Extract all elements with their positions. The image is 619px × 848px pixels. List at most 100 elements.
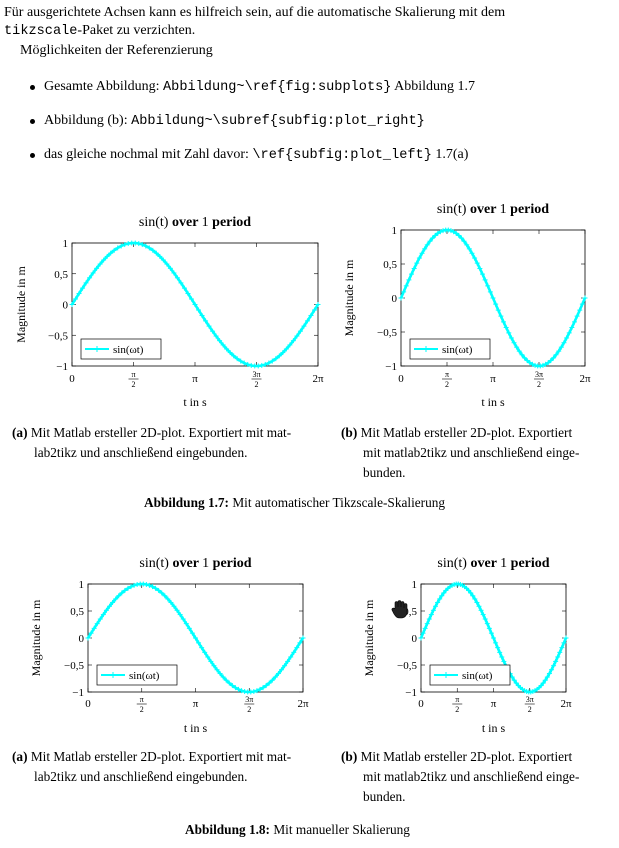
data-point <box>468 590 474 596</box>
data-point <box>456 232 462 238</box>
data-point <box>543 361 549 367</box>
data-point <box>282 663 288 669</box>
data-point <box>579 301 585 307</box>
data-point <box>171 270 177 276</box>
data-point <box>406 277 412 283</box>
plot-title: sin(t) over 1 period <box>437 556 549 571</box>
data-point <box>416 255 422 261</box>
tick-numerator: π <box>140 695 144 704</box>
data-point <box>101 257 107 263</box>
data-point <box>97 261 103 267</box>
intro-line-1: Für ausgerichtete Achsen kann es hilfrei… <box>4 5 506 20</box>
data-point <box>561 340 567 346</box>
data-point <box>269 358 275 364</box>
x-tick-label: 3π2 <box>244 695 255 714</box>
data-point <box>294 333 300 339</box>
data-point <box>553 658 559 664</box>
intro-line-2: tikzscale-Paket zu verzichten. <box>4 23 195 40</box>
data-point <box>205 654 211 660</box>
subcaption-text: Mit Matlab ersteller 2D-plot. Exportiert… <box>30 749 292 764</box>
data-point <box>550 355 556 361</box>
title-math: sin(t) <box>437 202 470 217</box>
data-point <box>556 348 562 354</box>
data-point <box>108 250 114 256</box>
data-point <box>290 338 296 344</box>
data-point <box>193 635 198 641</box>
bullet-1-post: Abbildung 1.7 <box>391 79 476 94</box>
data-point <box>476 603 482 609</box>
y-tick-label: 1 <box>412 579 418 591</box>
code-tikzscale: tikzscale <box>4 24 78 39</box>
data-point <box>558 344 564 350</box>
data-point <box>254 688 260 694</box>
data-point <box>90 270 96 276</box>
data-point <box>435 599 441 605</box>
data-point <box>146 582 152 588</box>
bullet-item-1: Gesamte Abbildung: Abbildung~\ref{fig:su… <box>44 79 475 96</box>
figure-caption-text: Mit manueller Skalierung <box>270 822 410 837</box>
data-point <box>524 358 530 364</box>
data-point <box>430 607 436 613</box>
y-axis-label: Magnitude in m <box>362 599 376 676</box>
data-point <box>69 302 75 307</box>
data-point <box>469 250 475 256</box>
data-point <box>308 312 314 318</box>
data-point <box>146 245 152 251</box>
bullet-3-text: das gleiche nochmal mit Zahl davor: <box>44 147 253 162</box>
data-point <box>153 250 159 256</box>
data-point <box>128 584 134 590</box>
data-point <box>437 596 443 602</box>
data-point <box>435 230 441 236</box>
data-point <box>224 346 230 352</box>
data-point <box>546 671 552 677</box>
y-tick-label: 0,5 <box>383 259 397 271</box>
data-point <box>477 265 483 271</box>
data-point <box>527 360 533 366</box>
data-point <box>294 645 300 651</box>
hand-cursor-icon <box>391 600 408 619</box>
data-point <box>529 361 535 367</box>
tick-numerator: 3π <box>252 370 260 379</box>
x-axis-label: t in s <box>481 395 505 409</box>
data-point <box>186 625 192 631</box>
title-math: sin(t) <box>139 215 172 230</box>
x-tick-label: π <box>490 373 496 385</box>
plot-title: sin(t) over 1 period <box>139 215 251 230</box>
data-point <box>472 596 478 602</box>
data-point <box>491 635 496 641</box>
data-point <box>162 593 168 599</box>
data-point <box>227 350 233 356</box>
data-point <box>192 302 198 308</box>
data-point <box>466 246 472 252</box>
y-tick-label: −0,5 <box>397 660 417 672</box>
bullet-dot <box>30 153 35 158</box>
data-point <box>285 658 291 664</box>
bullet-dot <box>30 119 35 124</box>
data-point <box>453 230 459 236</box>
data-point <box>196 307 202 313</box>
data-point <box>519 352 525 358</box>
tick-denominator: 2 <box>455 705 459 714</box>
tick-denominator: 2 <box>131 380 135 389</box>
data-point <box>239 688 245 694</box>
tick-numerator: π <box>455 695 459 704</box>
data-point <box>269 677 275 683</box>
data-point <box>569 325 575 331</box>
data-point <box>226 680 232 686</box>
data-point <box>174 607 180 613</box>
y-tick-label: 0 <box>79 633 85 645</box>
data-point <box>263 683 269 689</box>
title-period: period <box>213 556 252 571</box>
data-point <box>418 635 424 641</box>
data-point <box>470 593 476 599</box>
bullet-item-2: Abbildung (b): Abbildung~\subref{subfig:… <box>44 113 425 130</box>
figure-caption-text: Mit automatischer Tikzscale-Skalierung <box>229 495 446 510</box>
bullet-2-text: Abbildung (b): <box>44 113 132 128</box>
x-tick-label: 0 <box>69 373 75 385</box>
y-tick-label: −1 <box>72 687 84 699</box>
data-point <box>223 677 229 683</box>
data-point <box>479 271 485 277</box>
bullet-3-code: \ref{subfig:plot_left} <box>252 148 432 163</box>
data-point <box>430 235 436 241</box>
